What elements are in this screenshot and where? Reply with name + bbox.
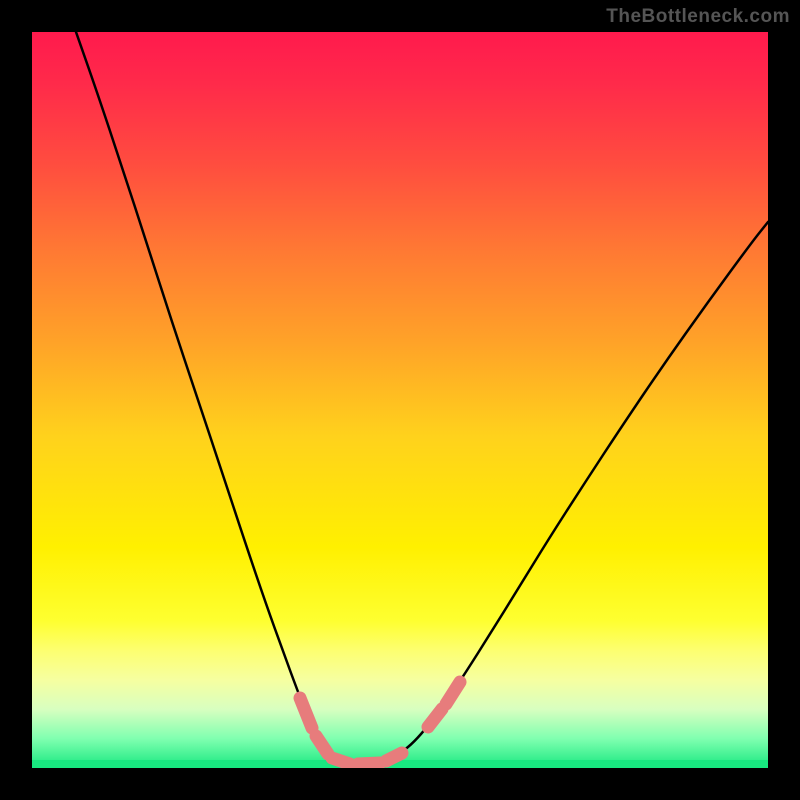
highlight-dash (332, 758, 350, 764)
gradient-background (32, 32, 768, 768)
bottleneck-chart (32, 32, 768, 768)
chart-root: TheBottleneck.com (0, 0, 800, 800)
highlight-dash (358, 763, 380, 764)
plot-area (32, 32, 768, 768)
highlight-dash (386, 753, 402, 761)
watermark-text: TheBottleneck.com (606, 6, 790, 28)
